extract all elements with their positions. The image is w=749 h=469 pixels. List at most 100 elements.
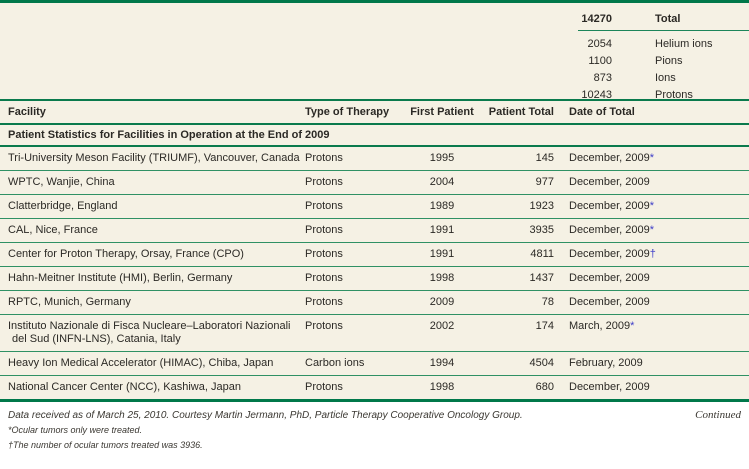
cell-date-of-total: December, 2009* <box>569 224 654 236</box>
cell-first-patient: 1998 <box>429 272 455 284</box>
section-title: Patient Statistics for Facilities in Ope… <box>8 129 330 141</box>
cell-first-patient: 1991 <box>429 248 455 260</box>
summary-divider <box>578 30 749 31</box>
table-footer: Data received as of March 25, 2010. Cour… <box>0 402 749 451</box>
summary-label: Ions <box>655 71 676 84</box>
cell-type-of-therapy: Protons <box>305 200 343 212</box>
cell-first-patient: 2002 <box>429 320 455 332</box>
cell-first-patient: 2004 <box>429 176 455 188</box>
footnote-asterisk: *Ocular tumors only were treated. <box>8 425 143 435</box>
table-row: Clatterbridge, England Protons 1989 1923 Dec… <box>0 194 749 218</box>
footer-line: Data received as of March 25, 2010. Cour… <box>8 409 741 421</box>
totals-summary-band: 14270 Total 2054 Helium ions 1100 Pions 873 I… <box>0 3 749 101</box>
cell-patient-total: 680 <box>535 381 554 393</box>
cell-first-patient: 1995 <box>429 152 455 164</box>
continued-label: Continued <box>695 409 741 421</box>
footnote-marker: * <box>649 200 654 212</box>
cell-date-of-total: December, 2009* <box>569 200 654 212</box>
cell-patient-total: 174 <box>535 320 554 332</box>
cell-patient-total: 977 <box>535 176 554 188</box>
grand-total-label: Total <box>655 13 681 25</box>
col-header-date-of-total: Date of Total <box>569 106 635 118</box>
cell-patient-total: 1437 <box>529 272 554 284</box>
cell-patient-total: 4504 <box>529 357 554 369</box>
cell-facility: RPTC, Munich, Germany <box>8 296 131 308</box>
summary-value: 10243 <box>581 88 612 101</box>
cell-date-of-total: February, 2009 <box>569 357 643 369</box>
table-row: RPTC, Munich, Germany Protons 2009 78 Decemb… <box>0 290 749 314</box>
cell-type-of-therapy: Protons <box>305 320 343 332</box>
cell-type-of-therapy: Protons <box>305 224 343 236</box>
summary-row: 2054 Helium ions <box>540 35 749 52</box>
cell-facility: Hahn-Meitner Institute (HMI), Berlin, Ge… <box>8 272 233 284</box>
cell-type-of-therapy: Protons <box>305 296 343 308</box>
cell-type-of-therapy: Carbon ions <box>305 357 365 369</box>
totals-summary-table: 14270 Total 2054 Helium ions 1100 Pions 873 I… <box>540 10 749 103</box>
totals-summary-rows: 2054 Helium ions 1100 Pions 873 Ions 10243 Prot… <box>540 35 749 103</box>
summary-value: 873 <box>593 71 612 84</box>
summary-row: 873 Ions <box>540 69 749 86</box>
summary-value: 2054 <box>587 37 612 50</box>
cell-type-of-therapy: Protons <box>305 176 343 188</box>
cell-facility: Instituto Nazionale di Fisca Nucleare–La… <box>8 320 291 345</box>
col-header-first-patient: First Patient <box>410 106 474 118</box>
table-header-row: Facility Type of Therapy First Patient Pati… <box>0 99 749 123</box>
summary-value: 1100 <box>588 54 612 67</box>
table-row: Heavy Ion Medical Accelerator (HIMAC), C… <box>0 351 749 375</box>
col-header-facility: Facility <box>8 106 46 118</box>
cell-facility: CAL, Nice, France <box>8 224 98 236</box>
cell-type-of-therapy: Protons <box>305 248 343 260</box>
footnote-marker: † <box>649 248 656 260</box>
summary-row: 10243 Protons <box>540 86 749 103</box>
cell-facility: Clatterbridge, England <box>8 200 118 212</box>
cell-first-patient: 2009 <box>429 296 455 308</box>
summary-label: Helium ions <box>655 37 713 50</box>
footnote-marker: * <box>630 320 635 332</box>
table-row: WPTC, Wanjie, China Protons 2004 977 Decembe… <box>0 170 749 194</box>
cell-type-of-therapy: Protons <box>305 272 343 284</box>
credit-note: Data received as of March 25, 2010. Cour… <box>8 410 523 421</box>
grand-total-value: 14270 <box>581 13 612 25</box>
cell-type-of-therapy: Protons <box>305 381 343 393</box>
cell-date-of-total: December, 2009 <box>569 296 650 308</box>
cell-date-of-total: December, 2009† <box>569 248 656 260</box>
summary-label: Protons <box>655 88 693 101</box>
table-row: Hahn-Meitner Institute (HMI), Berlin, Ge… <box>0 266 749 290</box>
summary-row: 1100 Pions <box>540 52 749 69</box>
cell-first-patient: 1991 <box>429 224 455 236</box>
cell-facility: Heavy Ion Medical Accelerator (HIMAC), C… <box>8 357 274 369</box>
cell-first-patient: 1989 <box>429 200 455 212</box>
table-row: CAL, Nice, France Protons 1991 3935 December… <box>0 218 749 242</box>
totals-summary-header: 14270 Total <box>540 10 749 28</box>
table-body: Tri-University Meson Facility (TRIUMF), … <box>0 147 749 399</box>
cell-date-of-total: December, 2009 <box>569 381 650 393</box>
table-row: Center for Proton Therapy, Orsay, France… <box>0 242 749 266</box>
cell-patient-total: 3935 <box>529 224 554 236</box>
footnote-dagger: †The number of ocular tumors treated was… <box>8 440 203 450</box>
cell-patient-total: 1923 <box>529 200 554 212</box>
cell-date-of-total: December, 2009 <box>569 176 650 188</box>
cell-date-of-total: December, 2009 <box>569 272 650 284</box>
table-row: Instituto Nazionale di Fisca Nucleare–La… <box>0 314 749 351</box>
cell-date-of-total: December, 2009* <box>569 152 654 164</box>
cell-first-patient: 1994 <box>429 357 455 369</box>
cell-facility: Tri-University Meson Facility (TRIUMF), … <box>8 152 300 164</box>
section-band: Patient Statistics for Facilities in Ope… <box>0 123 749 147</box>
summary-label: Pions <box>655 54 683 67</box>
cell-date-of-total: March, 2009* <box>569 320 635 332</box>
cell-type-of-therapy: Protons <box>305 152 343 164</box>
cell-patient-total: 78 <box>541 296 554 308</box>
cell-patient-total: 145 <box>535 152 554 164</box>
cell-patient-total: 4811 <box>530 248 554 260</box>
table-row: National Cancer Center (NCC), Kashiwa, J… <box>0 375 749 399</box>
cell-facility: Center for Proton Therapy, Orsay, France… <box>8 248 244 260</box>
cell-facility: National Cancer Center (NCC), Kashiwa, J… <box>8 381 241 393</box>
col-header-type-of-therapy: Type of Therapy <box>305 106 390 118</box>
footnote-marker: * <box>649 224 654 236</box>
cell-first-patient: 1998 <box>429 381 455 393</box>
col-header-patient-total: Patient Total <box>488 106 554 118</box>
table-row: Tri-University Meson Facility (TRIUMF), … <box>0 147 749 170</box>
facilities-table: 14270 Total 2054 Helium ions 1100 Pions 873 I… <box>0 0 749 402</box>
footnote-marker: * <box>649 152 654 164</box>
